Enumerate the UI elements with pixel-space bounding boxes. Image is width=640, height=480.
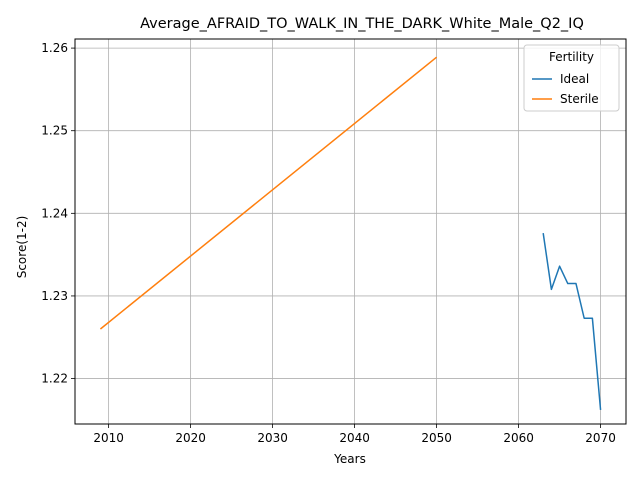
y-tick-label: 1.23 bbox=[41, 289, 68, 303]
legend-label-ideal: Ideal bbox=[560, 72, 589, 86]
y-tick-label: 1.26 bbox=[41, 41, 68, 55]
legend-label-sterile: Sterile bbox=[560, 92, 599, 106]
x-tick-label: 2010 bbox=[93, 431, 124, 445]
x-axis-label: Years bbox=[333, 452, 366, 466]
y-tick-label: 1.25 bbox=[41, 124, 68, 138]
x-tick-label: 2020 bbox=[175, 431, 206, 445]
x-tick-label: 2070 bbox=[585, 431, 616, 445]
legend-box bbox=[523, 44, 620, 112]
legend-title: Fertility bbox=[549, 50, 594, 64]
x-axis: 2010 2020 2030 2040 2050 2060 2070 bbox=[93, 424, 616, 445]
y-axis: 1.22 1.23 1.24 1.25 1.26 bbox=[41, 41, 75, 386]
series-lines bbox=[99, 56, 602, 411]
y-tick-label: 1.24 bbox=[41, 206, 68, 220]
y-tick-label: 1.22 bbox=[41, 372, 68, 386]
series-line-sterile bbox=[99, 56, 438, 330]
grid-lines bbox=[75, 39, 626, 424]
chart-title: Average_AFRAID_TO_WALK_IN_THE_DARK_White… bbox=[140, 16, 584, 32]
series-line-ideal bbox=[542, 233, 602, 411]
x-tick-label: 2030 bbox=[257, 431, 288, 445]
x-tick-label: 2050 bbox=[421, 431, 452, 445]
x-tick-label: 2060 bbox=[503, 431, 534, 445]
y-axis-label: Score(1-2) bbox=[15, 216, 29, 279]
legend: Fertility Ideal Sterile bbox=[523, 44, 620, 112]
plot-frame bbox=[74, 38, 627, 425]
x-tick-label: 2040 bbox=[339, 431, 370, 445]
